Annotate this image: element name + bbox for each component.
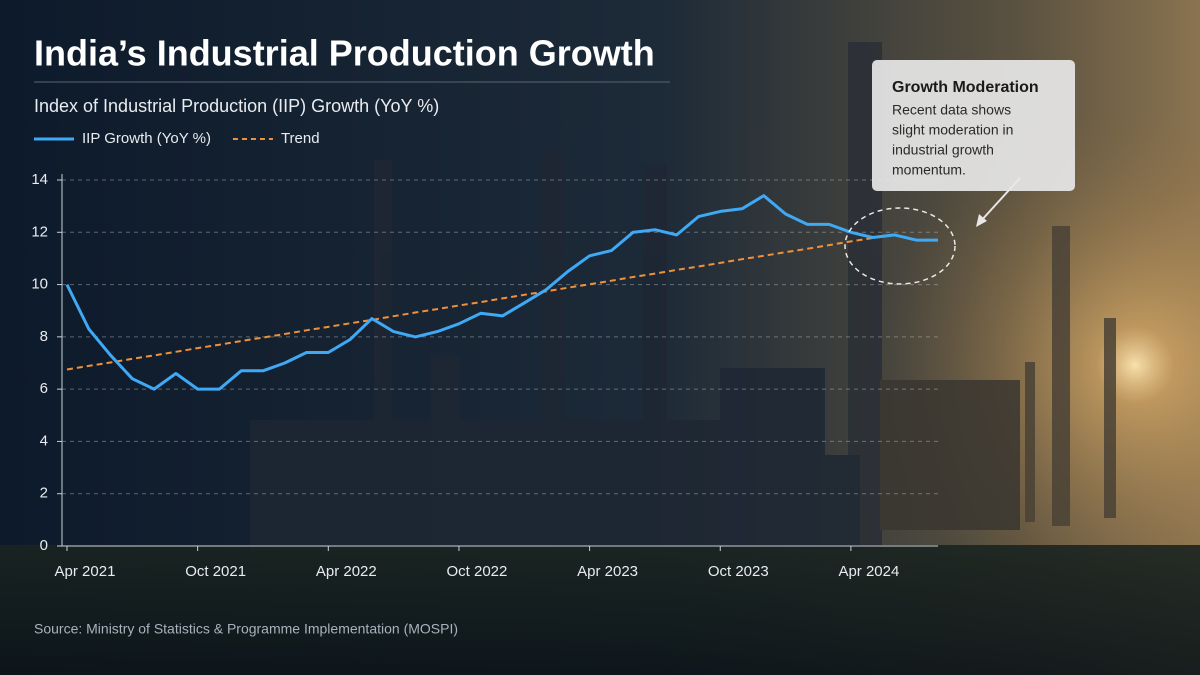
annotation-text: industrial growth bbox=[892, 142, 994, 158]
chart-title: India’s Industrial Production Growth bbox=[34, 33, 655, 74]
y-tick-label: 6 bbox=[40, 380, 48, 397]
annotation-title: Growth Moderation bbox=[892, 79, 1039, 96]
annotation-box bbox=[872, 60, 1075, 191]
annotation-text: Recent data shows bbox=[892, 102, 1011, 118]
legend-label: Trend bbox=[281, 130, 320, 147]
y-tick-label: 2 bbox=[40, 485, 48, 502]
x-tick-label: Apr 2021 bbox=[55, 563, 116, 580]
x-tick-label: Apr 2024 bbox=[838, 563, 899, 580]
x-tick-label: Oct 2022 bbox=[447, 563, 508, 580]
legend-label: IIP Growth (YoY %) bbox=[82, 130, 211, 147]
y-tick-label: 0 bbox=[40, 537, 48, 554]
factory-silhouette bbox=[250, 42, 1116, 550]
chart-subtitle: Index of Industrial Production (IIP) Gro… bbox=[34, 96, 439, 116]
arrow-head bbox=[976, 214, 987, 227]
x-tick-label: Oct 2023 bbox=[708, 563, 769, 580]
annotation-arrow bbox=[979, 177, 1021, 223]
y-tick-label: 10 bbox=[31, 276, 48, 293]
ground bbox=[0, 545, 1200, 675]
x-tick-label: Apr 2022 bbox=[316, 563, 377, 580]
y-tick-label: 4 bbox=[40, 432, 48, 449]
source: Source: Ministry of Statistics & Program… bbox=[34, 621, 458, 637]
annotation-text: momentum. bbox=[892, 162, 966, 178]
x-tick-label: Oct 2021 bbox=[185, 563, 246, 580]
annotation: Growth Moderation Recent data shows sligh… bbox=[844, 60, 1075, 285]
y-tick-label: 8 bbox=[40, 328, 48, 345]
x-tick-label: Apr 2023 bbox=[577, 563, 638, 580]
annotation-text: slight moderation in bbox=[892, 122, 1013, 138]
data-line bbox=[65, 194, 938, 391]
y-tick-label: 12 bbox=[31, 223, 48, 240]
highlight-ellipse bbox=[844, 207, 956, 285]
y-tick-label: 14 bbox=[31, 171, 48, 188]
